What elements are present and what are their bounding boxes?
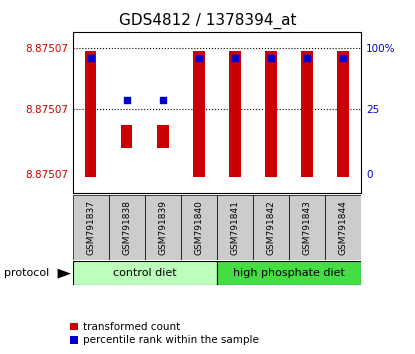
Bar [217,261,361,285]
Point [123,97,130,102]
Text: GSM791838: GSM791838 [122,200,131,255]
Text: GSM791842: GSM791842 [266,200,276,255]
Point [268,55,274,61]
Point [340,55,347,61]
Polygon shape [58,269,71,279]
Bar [289,195,325,260]
Text: GSM791843: GSM791843 [303,200,312,255]
Bar [229,51,241,177]
Bar [145,195,181,260]
Bar [181,195,217,260]
Text: control diet: control diet [113,268,176,278]
Bar [73,195,109,260]
Bar [301,51,313,177]
Text: GSM791841: GSM791841 [230,200,239,255]
Bar [265,51,277,177]
Point [87,55,94,61]
Bar [157,125,168,148]
Bar [253,195,289,260]
Bar [217,195,253,260]
Legend: transformed count, percentile rank within the sample: transformed count, percentile rank withi… [70,322,259,345]
Bar [337,51,349,177]
Bar [85,51,96,177]
Bar [73,261,217,285]
Bar [121,125,132,148]
Text: GDS4812 / 1378394_at: GDS4812 / 1378394_at [119,12,296,29]
Text: GSM791844: GSM791844 [339,200,347,255]
Bar [109,195,145,260]
Text: protocol: protocol [4,268,49,278]
Text: GSM791840: GSM791840 [194,200,203,255]
Point [195,55,202,61]
Bar [325,195,361,260]
Text: GSM791839: GSM791839 [158,200,167,255]
Point [159,97,166,102]
Point [304,55,310,61]
Text: GSM791837: GSM791837 [86,200,95,255]
Bar [193,51,205,177]
Point [232,55,238,61]
Text: high phosphate diet: high phosphate diet [233,268,345,278]
